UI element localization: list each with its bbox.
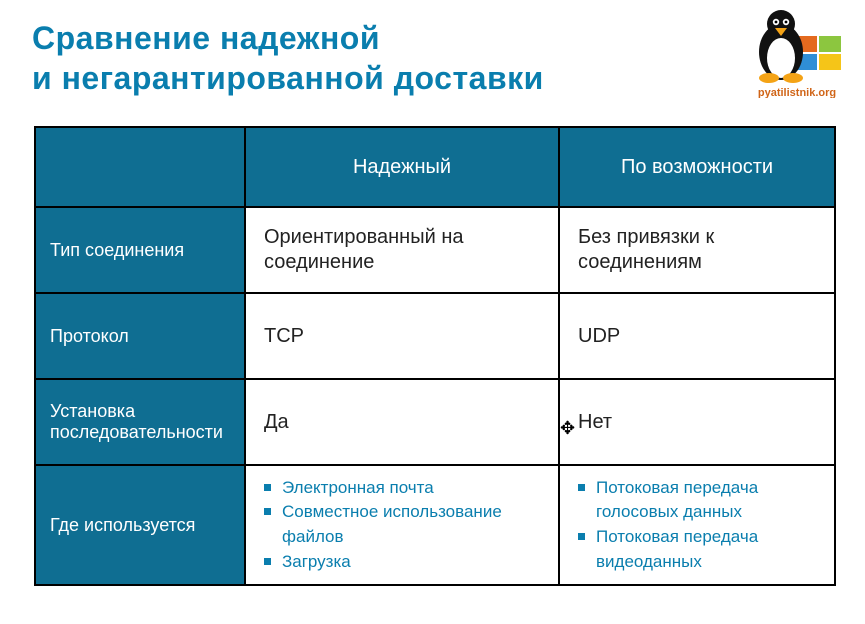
row-label-uses: Где используется bbox=[35, 465, 245, 585]
table-row: Протокол TCP UDP bbox=[35, 293, 835, 379]
list-item: Электронная почта bbox=[264, 476, 540, 501]
header-besteffort: По возможности bbox=[559, 127, 835, 207]
row-label-sequencing: Установка последовательности bbox=[35, 379, 245, 465]
row-label-connection-type: Тип соединения bbox=[35, 207, 245, 293]
cell-protocol-reliable: TCP bbox=[245, 293, 559, 379]
cell-connection-reliable: Ориентированный на соединение bbox=[245, 207, 559, 293]
title-line-1: Сравнение надежной bbox=[32, 18, 865, 58]
comparison-table: Надежный По возможности Тип соединения О… bbox=[34, 126, 836, 586]
list-item: Потоковая передача видеоданных bbox=[578, 525, 816, 574]
title-line-2: и негарантированной доставки bbox=[32, 58, 865, 98]
uses-list-besteffort: Потоковая передача голосовых данных Пото… bbox=[578, 476, 816, 575]
cell-uses-reliable: Электронная почта Совместное использован… bbox=[245, 465, 559, 585]
header-empty bbox=[35, 127, 245, 207]
header-reliable: Надежный bbox=[245, 127, 559, 207]
list-item: Совместное использование файлов bbox=[264, 500, 540, 549]
cell-connection-besteffort: Без привязки к соединениям bbox=[559, 207, 835, 293]
cell-sequencing-besteffort: Нет bbox=[559, 379, 835, 465]
cell-protocol-besteffort: UDP bbox=[559, 293, 835, 379]
list-item: Загрузка bbox=[264, 550, 540, 575]
cell-sequencing-reliable: Да bbox=[245, 379, 559, 465]
table-row: Где используется Электронная почта Совме… bbox=[35, 465, 835, 585]
table-row: Установка последовательности Да Нет bbox=[35, 379, 835, 465]
table-row: Тип соединения Ориентированный на соедин… bbox=[35, 207, 835, 293]
logo-caption: pyatilistnik.org bbox=[758, 87, 836, 98]
site-logo: pyatilistnik.org bbox=[747, 6, 847, 98]
page-title: Сравнение надежной и негарантированной д… bbox=[0, 0, 865, 98]
cell-uses-besteffort: Потоковая передача голосовых данных Пото… bbox=[559, 465, 835, 585]
table-header-row: Надежный По возможности bbox=[35, 127, 835, 207]
uses-list-reliable: Электронная почта Совместное использован… bbox=[264, 476, 540, 575]
row-label-protocol: Протокол bbox=[35, 293, 245, 379]
list-item: Потоковая передача голосовых данных bbox=[578, 476, 816, 525]
